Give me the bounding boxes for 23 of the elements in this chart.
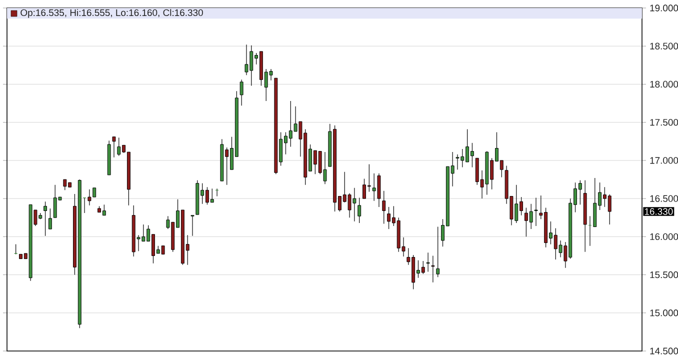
y-tick-label: 17.000	[650, 157, 678, 164]
candlestick	[48, 208, 52, 230]
y-tick-label: 18.000	[650, 80, 678, 88]
annotation: Op:16.535, Hi:16.555, Lo:16.160, Cl:16.330	[20, 9, 203, 18]
candlestick	[190, 215, 194, 236]
candlestick	[534, 197, 538, 226]
candlestick	[382, 190, 386, 224]
y-tick-label: 18.500	[650, 42, 678, 50]
text: 16.330	[644, 208, 673, 215]
y-tick-label: 14.500	[650, 348, 678, 354]
candlestick	[436, 226, 440, 278]
y-tick-label: 17.500	[650, 118, 678, 126]
candlestick	[240, 79, 244, 106]
y-tick-label: 16.500	[650, 195, 678, 202]
y-tick-label: 15.000	[650, 310, 678, 316]
y-tick-label: 16.000	[650, 233, 678, 240]
candlestick	[358, 197, 362, 224]
candlestick	[431, 255, 435, 283]
candlestick	[112, 136, 116, 158]
y-tick-label: 15.500	[650, 271, 678, 278]
y-tick-label: 19.000	[650, 4, 678, 12]
candlestick	[44, 201, 47, 236]
candlestick	[426, 252, 430, 272]
